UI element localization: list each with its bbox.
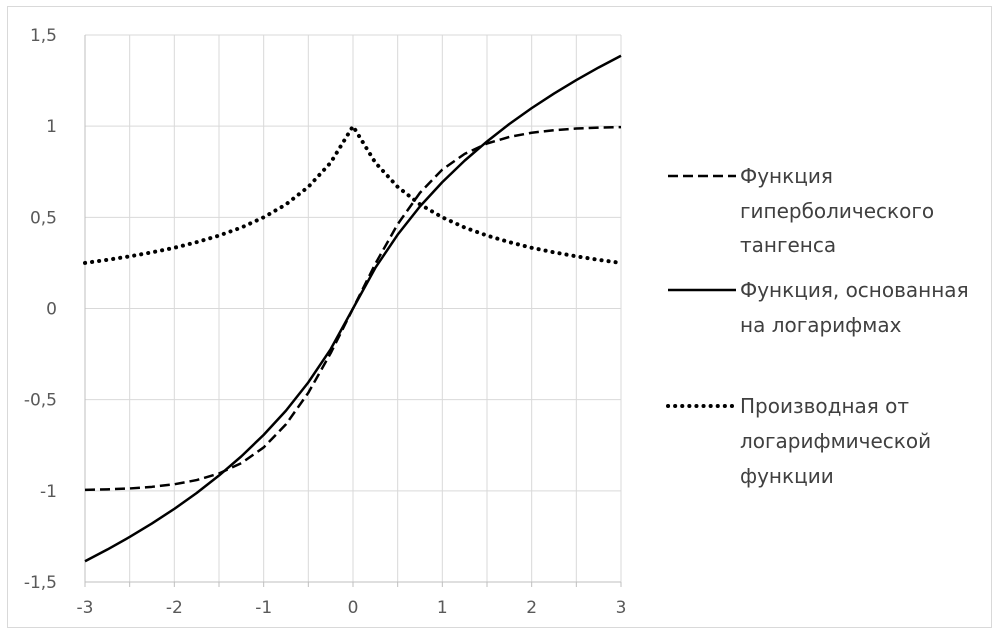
series-line-2 — [84, 54, 622, 563]
legend-label: функции — [740, 464, 834, 488]
x-tick-label: -3 — [77, 598, 94, 618]
legend-label: на логарифмах — [740, 313, 902, 337]
x-tick-label: 3 — [616, 598, 627, 618]
legend-label: Производная от — [740, 394, 909, 418]
y-tick-label: -1,5 — [24, 573, 57, 593]
legend-label: Функция, основанная — [740, 278, 969, 302]
x-axis-tick-labels: -3 -2 -1 0 1 2 3 — [77, 598, 627, 618]
x-tick-label: -1 — [255, 598, 272, 618]
series-group — [83, 54, 623, 563]
axes — [84, 35, 622, 587]
x-tick-label: -2 — [166, 598, 183, 618]
y-tick-label: 1,5 — [30, 26, 57, 46]
y-tick-label: 1 — [46, 117, 57, 137]
y-tick-label: -0,5 — [24, 391, 57, 411]
x-tick-label: 1 — [437, 598, 448, 618]
y-tick-label: 0 — [46, 300, 57, 320]
legend-label: Функция — [740, 164, 833, 188]
legend-label: тангенса — [740, 233, 836, 257]
y-tick-label: -1 — [40, 482, 57, 502]
legend-label: гиперболического — [740, 199, 934, 223]
series-line-3 — [83, 124, 623, 265]
x-tick-label: 2 — [526, 598, 537, 618]
x-tick-label: 0 — [348, 598, 359, 618]
legend-label: логарифмической — [740, 429, 931, 453]
y-tick-label: 0,5 — [30, 208, 57, 228]
y-axis-tick-labels: 1,5 1 0,5 0 -0,5 -1 -1,5 — [24, 26, 57, 593]
legend: Функция гиперболического тангенса Функция, … — [666, 164, 969, 488]
chart-frame — [7, 6, 992, 628]
